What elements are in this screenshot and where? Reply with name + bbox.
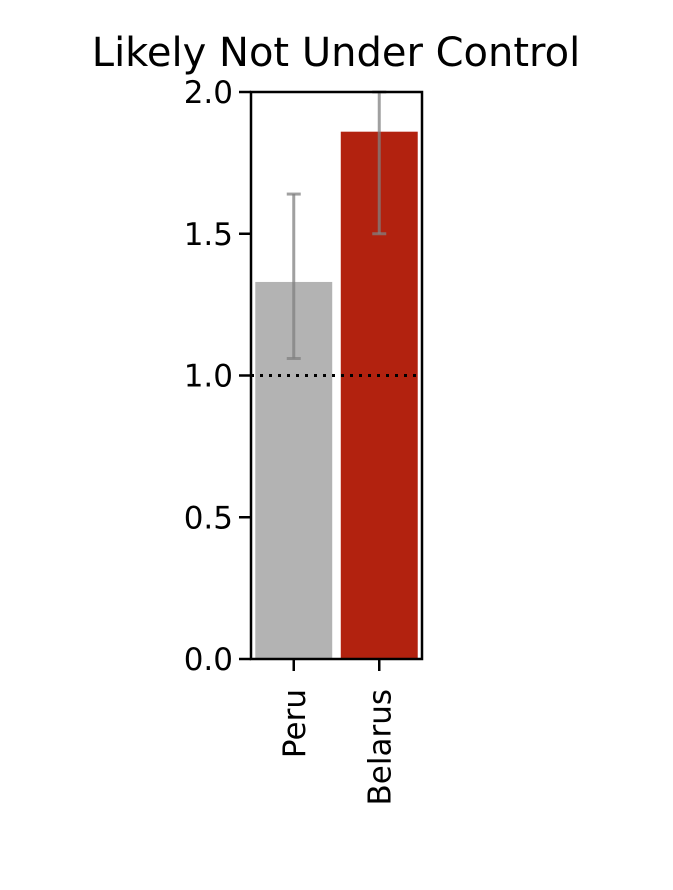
y-tick-label: 1.0: [184, 359, 233, 395]
x-tick-label-peru: Peru: [277, 689, 313, 758]
y-tick-label: 2.0: [184, 75, 233, 111]
chart-title: Likely Not Under Control: [92, 30, 580, 76]
x-tick-label-belarus: Belarus: [362, 689, 398, 806]
plot-area: 0.0 0.5 1.0 1.5 2.0 Peru Belarus: [184, 75, 424, 806]
y-tick-label: 0.0: [184, 642, 233, 678]
y-tick-label: 1.5: [184, 217, 233, 253]
y-tick-label: 0.5: [184, 500, 233, 536]
